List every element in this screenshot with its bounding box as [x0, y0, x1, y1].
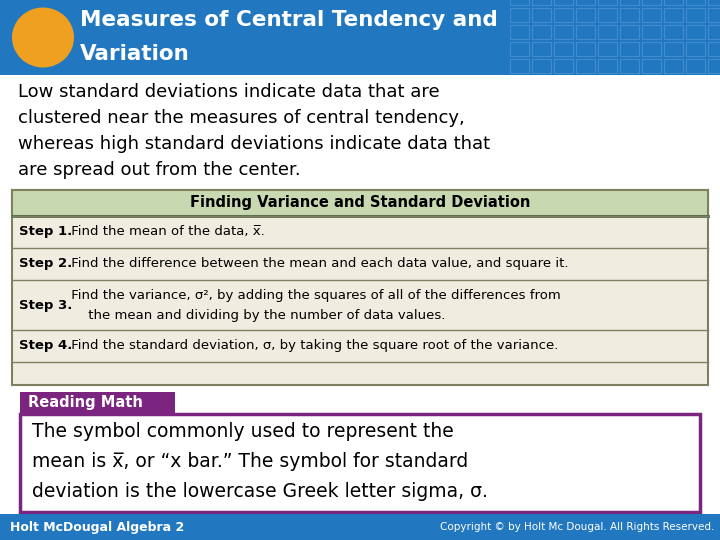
Bar	[532, 59, 551, 73]
Bar	[620, 0, 639, 5]
Bar	[0, 514, 720, 540]
Bar	[554, 25, 573, 39]
Text: deviation is the lowercase Greek letter sigma, σ.: deviation is the lowercase Greek letter …	[32, 482, 488, 501]
Bar	[598, 59, 617, 73]
Bar	[620, 8, 639, 22]
Text: Find the mean of the data, x̅.: Find the mean of the data, x̅.	[67, 226, 265, 239]
Bar	[664, 25, 683, 39]
Text: the mean and dividing by the number of data values.: the mean and dividing by the number of d…	[67, 309, 446, 322]
Bar	[576, 0, 595, 5]
Bar	[620, 42, 639, 56]
Bar	[598, 8, 617, 22]
Ellipse shape	[12, 8, 74, 68]
Text: Find the difference between the mean and each data value, and square it.: Find the difference between the mean and…	[67, 258, 569, 271]
Text: Finding Variance and Standard Deviation: Finding Variance and Standard Deviation	[190, 195, 530, 211]
Bar	[642, 0, 661, 5]
Bar	[686, 59, 705, 73]
Bar	[598, 0, 617, 5]
Bar	[532, 42, 551, 56]
Bar	[620, 59, 639, 73]
Bar	[510, 42, 529, 56]
Text: mean is x̅, or “x bar.” The symbol for standard: mean is x̅, or “x bar.” The symbol for s…	[32, 452, 468, 471]
Text: Step 3.: Step 3.	[19, 299, 73, 312]
Bar	[554, 0, 573, 5]
Bar	[12, 190, 708, 216]
Bar	[532, 0, 551, 5]
Bar	[708, 0, 720, 5]
Bar	[708, 25, 720, 39]
Bar	[532, 25, 551, 39]
Text: Copyright © by Holt Mc Dougal. All Rights Reserved.: Copyright © by Holt Mc Dougal. All Right…	[440, 522, 714, 532]
Bar	[686, 42, 705, 56]
Bar	[642, 25, 661, 39]
Bar	[510, 59, 529, 73]
Bar	[620, 25, 639, 39]
Bar	[642, 42, 661, 56]
Text: Step 2.: Step 2.	[19, 258, 72, 271]
Bar	[664, 8, 683, 22]
Bar	[708, 8, 720, 22]
Bar	[576, 8, 595, 22]
Bar	[576, 42, 595, 56]
Bar	[664, 59, 683, 73]
Text: Reading Math: Reading Math	[28, 395, 143, 410]
Bar	[0, 0, 720, 75]
Bar	[708, 59, 720, 73]
Bar	[510, 25, 529, 39]
Bar	[532, 8, 551, 22]
Text: Low standard deviations indicate data that are: Low standard deviations indicate data th…	[18, 83, 440, 101]
Bar	[554, 8, 573, 22]
Text: clustered near the measures of central tendency,: clustered near the measures of central t…	[18, 109, 464, 127]
Text: Variation: Variation	[80, 44, 190, 64]
Text: Step 1.: Step 1.	[19, 226, 72, 239]
Bar	[554, 42, 573, 56]
Text: The symbol commonly used to represent the: The symbol commonly used to represent th…	[32, 422, 454, 441]
Bar	[12, 190, 708, 385]
Bar	[576, 59, 595, 73]
Bar	[708, 42, 720, 56]
Text: Holt McDougal Algebra 2: Holt McDougal Algebra 2	[10, 521, 184, 534]
Bar	[642, 8, 661, 22]
Text: Find the variance, σ², by adding the squares of all of the differences from: Find the variance, σ², by adding the squ…	[67, 289, 561, 302]
Bar	[686, 0, 705, 5]
Bar	[20, 392, 175, 414]
Bar	[664, 42, 683, 56]
Bar	[664, 0, 683, 5]
Text: Find the standard deviation, σ, by taking the square root of the variance.: Find the standard deviation, σ, by takin…	[67, 340, 559, 353]
Bar	[554, 59, 573, 73]
Bar	[642, 59, 661, 73]
Bar	[598, 25, 617, 39]
Text: Measures of Central Tendency and: Measures of Central Tendency and	[80, 10, 498, 30]
Bar	[510, 0, 529, 5]
Text: whereas high standard deviations indicate data that: whereas high standard deviations indicat…	[18, 135, 490, 153]
Bar	[20, 414, 700, 512]
Text: are spread out from the center.: are spread out from the center.	[18, 161, 301, 179]
Bar	[576, 25, 595, 39]
Bar	[686, 25, 705, 39]
Text: Step 4.: Step 4.	[19, 340, 73, 353]
Bar	[686, 8, 705, 22]
Bar	[510, 8, 529, 22]
Bar	[598, 42, 617, 56]
